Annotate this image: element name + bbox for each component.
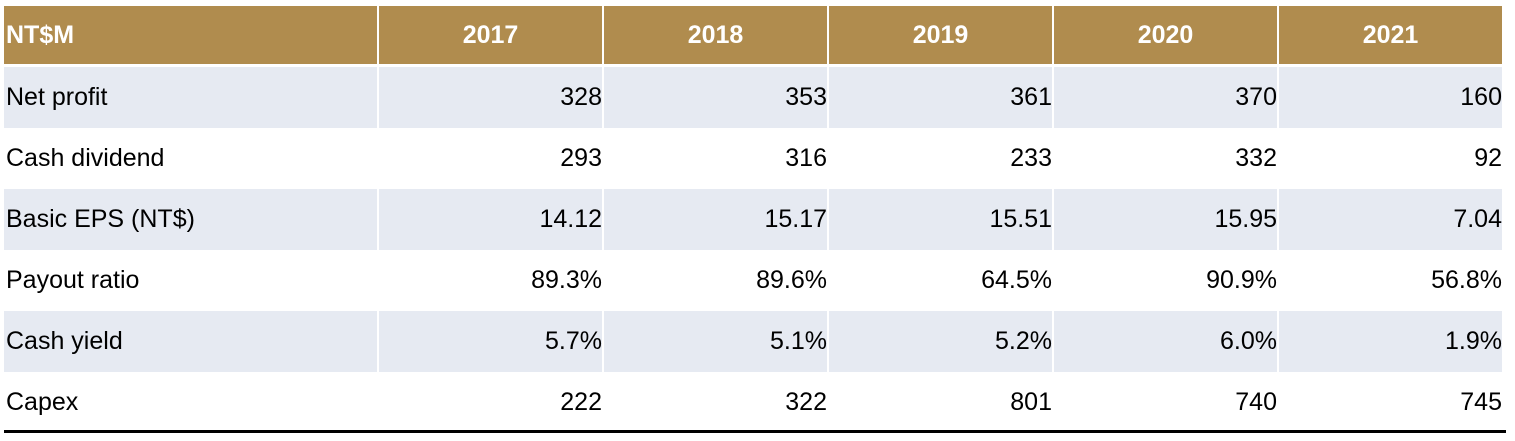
table-cell: 293 [379,128,602,189]
table-cell: 5.7% [379,311,602,372]
table-row-cash-yield: Cash yield 5.7% 5.1% 5.2% 6.0% 1.9% [4,311,1502,372]
table-cell: 90.9% [1054,250,1277,311]
header-unit-label: NT$M [4,6,377,67]
row-label: Cash yield [4,311,377,372]
table-cell: 328 [379,67,602,128]
table-cell: 89.6% [604,250,827,311]
table-cell: 353 [604,67,827,128]
table-cell: 6.0% [1054,311,1277,372]
table-cell: 745 [1279,372,1502,433]
table-cell: 89.3% [379,250,602,311]
table-cell: 56.8% [1279,250,1502,311]
table-cell: 361 [829,67,1052,128]
table-row-net-profit: Net profit 328 353 361 370 160 [4,67,1502,128]
row-label: Cash dividend [4,128,377,189]
header-year: 2020 [1054,6,1277,67]
table-cell: 7.04 [1279,189,1502,250]
row-label: Net profit [4,67,377,128]
financial-summary-table: NT$M 2017 2018 2019 2020 2021 Net profit… [2,6,1504,433]
table-cell: 370 [1054,67,1277,128]
table-row-cash-dividend: Cash dividend 293 316 233 332 92 [4,128,1502,189]
table-cell: 322 [604,372,827,433]
table-row-payout-ratio: Payout ratio 89.3% 89.6% 64.5% 90.9% 56.… [4,250,1502,311]
table-cell: 5.2% [829,311,1052,372]
table-row-basic-eps: Basic EPS (NT$) 14.12 15.17 15.51 15.95 … [4,189,1502,250]
row-label: Capex [4,372,377,433]
table-cell: 316 [604,128,827,189]
table-cell: 332 [1054,128,1277,189]
header-year: 2018 [604,6,827,67]
table-cell: 1.9% [1279,311,1502,372]
table-cell: 740 [1054,372,1277,433]
header-year: 2021 [1279,6,1502,67]
header-year: 2017 [379,6,602,67]
table-cell: 5.1% [604,311,827,372]
table-header-row: NT$M 2017 2018 2019 2020 2021 [4,6,1502,67]
row-label: Payout ratio [4,250,377,311]
table-cell: 92 [1279,128,1502,189]
financial-summary-table-container: NT$M 2017 2018 2019 2020 2021 Net profit… [4,6,1504,433]
table-row-capex: Capex 222 322 801 740 745 [4,372,1502,433]
table-bottom-rule [4,430,1506,433]
table-cell: 233 [829,128,1052,189]
table-cell: 64.5% [829,250,1052,311]
table-cell: 801 [829,372,1052,433]
table-cell: 15.51 [829,189,1052,250]
table-cell: 160 [1279,67,1502,128]
table-cell: 222 [379,372,602,433]
table-cell: 15.95 [1054,189,1277,250]
table-cell: 14.12 [379,189,602,250]
row-label: Basic EPS (NT$) [4,189,377,250]
table-cell: 15.17 [604,189,827,250]
header-year: 2019 [829,6,1052,67]
